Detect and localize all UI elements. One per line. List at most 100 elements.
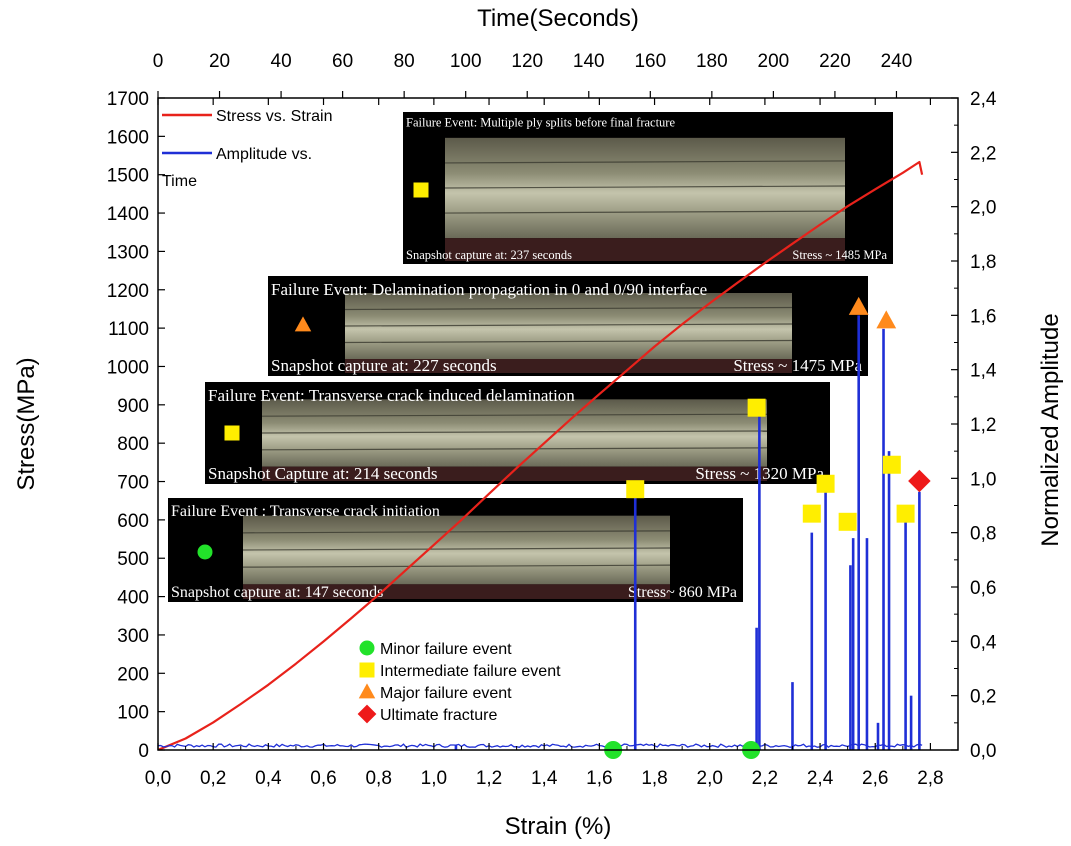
- legend-intermediate-marker: [359, 662, 375, 678]
- amplitude-curve-layer: [158, 315, 923, 750]
- x-top-tick-label: 160: [634, 51, 666, 72]
- x-bottom-tick-label: 0,6: [310, 768, 336, 789]
- y-right-tick-label: 2,2: [970, 143, 996, 164]
- x-top-tick-label: 80: [394, 51, 415, 72]
- y-left-tick-label: 1500: [107, 166, 149, 187]
- x-top-tick-label: 240: [881, 51, 913, 72]
- y-left-tick-label: 1100: [108, 319, 149, 340]
- specimen-shadow: [243, 584, 670, 599]
- snapshot-capture-text: Snapshot capture at: 147 seconds: [171, 584, 383, 601]
- y-right-tick-label: 0,2: [970, 687, 996, 708]
- x-top-tick-label: 180: [696, 51, 728, 72]
- snapshot-event-marker: [294, 316, 312, 332]
- legend-minor-marker: [359, 640, 375, 656]
- x-axis-bottom-title: Strain (%): [505, 813, 612, 840]
- y-right-tick-label: 0,8: [970, 524, 996, 545]
- y-left-tick-label: 500: [117, 549, 149, 570]
- stress-strain-line: [158, 160, 924, 750]
- specimen-shadow: [345, 359, 792, 373]
- y-right-tick-label: 2,0: [970, 198, 996, 219]
- marker-legend: Minor failure event Intermediate failure …: [357, 640, 561, 724]
- major-failure-marker: [848, 296, 869, 315]
- y-axis-right: 0,0 0,2 0,4 0,6 0,8 1,0 1,2 1,4 1,6 1,8 2,0 2,2 2,4: [951, 89, 997, 762]
- intermediate-failure-marker: [896, 504, 915, 523]
- snapshot-title: Failure Event: Delamination propagation …: [271, 280, 707, 299]
- x-top-tick-label: 200: [758, 51, 790, 72]
- x-bottom-tick-label: 2,2: [752, 768, 778, 789]
- y-right-tick-label: 2,4: [970, 89, 997, 110]
- x-bottom-tick-label: 0,4: [255, 768, 282, 789]
- snapshot-images: Failure Event: Multiple ply splits befor…: [168, 112, 893, 602]
- major-failure-marker: [876, 310, 897, 329]
- y-left-tick-label: 600: [117, 511, 149, 532]
- x-bottom-tick-label: 1,8: [641, 768, 667, 789]
- legend-amplitude-label-line2: Time: [162, 173, 197, 190]
- y-left-tick-label: 700: [117, 473, 149, 494]
- ply-boundary: [344, 339, 793, 344]
- x-top-tick-label: 60: [332, 51, 353, 72]
- y-left-tick-label: 100: [117, 703, 149, 724]
- x-bottom-tick-label: 1,2: [476, 768, 502, 789]
- x-bottom-tick-label: 2,0: [697, 768, 723, 789]
- snapshot-event-marker: [224, 425, 240, 441]
- intermediate-failure-marker: [747, 398, 766, 417]
- snapshot-4: Failure Event : Transverse crack initiat…: [168, 498, 743, 602]
- x-bottom-tick-label: 2,4: [807, 768, 834, 789]
- ply-boundary: [242, 547, 671, 551]
- intermediate-failure-marker: [626, 480, 645, 499]
- x-bottom-tick-label: 0,8: [365, 768, 391, 789]
- specimen-shadow: [445, 238, 845, 261]
- x-axis-bottom: 0,0 0,2 0,4 0,6 0,8 1,0 1,2 1,4 1,6 1,8 2,0 2,2 2,4 2…: [145, 98, 944, 789]
- legend-intermediate-label: Intermediate failure event: [380, 663, 561, 680]
- snapshot-2: Failure Event: Delamination propagation …: [268, 276, 868, 376]
- y-right-tick-label: 1,2: [970, 415, 996, 436]
- y-axis-left-title: Stress(MPa): [13, 357, 40, 490]
- y-left-tick-label: 1000: [107, 357, 149, 378]
- y-right-tick-label: 1,8: [970, 252, 996, 273]
- x-top-tick-label: 20: [209, 51, 230, 72]
- ply-boundary: [261, 447, 768, 451]
- ply-boundary: [242, 530, 671, 534]
- y-left-tick-label: 900: [117, 396, 149, 417]
- y-left-tick-label: 200: [117, 664, 149, 685]
- y-right-tick-label: 1,0: [970, 469, 996, 490]
- intermediate-failure-marker: [882, 455, 901, 474]
- y-right-tick-label: 0,6: [970, 578, 996, 599]
- x-top-tick-label: 140: [573, 51, 605, 72]
- x-bottom-tick-label: 1,4: [531, 768, 558, 789]
- legend-major-marker: [358, 683, 376, 699]
- x-bottom-tick-label: 0,2: [200, 768, 226, 789]
- specimen-shadow: [262, 466, 767, 481]
- snapshot-stress-text: Stress ~ 1485 MPa: [792, 248, 887, 262]
- y-left-tick-label: 1700: [107, 89, 149, 110]
- snapshot-stress-text: Stress~ 860 MPa: [628, 584, 737, 601]
- x-axis-top: 0 20 40 60 80 100 120 140 160 180 200 220 240: [153, 51, 913, 98]
- ply-boundary: [344, 306, 793, 311]
- legend-stress-label: Stress vs. Strain: [216, 108, 332, 125]
- legend-amplitude-label: Amplitude vs.: [216, 146, 312, 163]
- snapshot-1: Failure Event: Multiple ply splits befor…: [403, 112, 893, 264]
- intermediate-failure-marker: [802, 504, 821, 523]
- x-bottom-tick-label: 2,6: [862, 768, 888, 789]
- x-top-tick-label: 120: [511, 51, 543, 72]
- x-top-tick-label: 0: [153, 51, 164, 72]
- y-left-tick-label: 0: [138, 741, 149, 762]
- x-top-tick-label: 100: [450, 51, 482, 72]
- ply-boundary: [444, 210, 846, 214]
- ply-boundary: [261, 430, 768, 434]
- y-right-tick-label: 0,0: [970, 741, 996, 762]
- snapshot-capture-text: Snapshot capture at: 227 seconds: [271, 356, 497, 375]
- x-bottom-tick-label: 0,0: [145, 768, 171, 789]
- intermediate-failure-marker: [816, 474, 835, 493]
- snapshot-event-marker: [413, 182, 429, 198]
- stress-curve-layer: [158, 160, 924, 750]
- ply-boundary: [261, 413, 768, 417]
- y-right-tick-label: 0,4: [970, 632, 997, 653]
- snapshot-stress-text: Stress ~ 1475 MPa: [733, 356, 862, 375]
- snapshot-title: Failure Event: Transverse crack induced …: [208, 386, 575, 405]
- y-left-tick-label: 1400: [107, 204, 149, 225]
- legend-ultimate-marker: [357, 704, 377, 724]
- amplitude-baseline: [158, 743, 923, 749]
- x-bottom-tick-label: 1,0: [421, 768, 447, 789]
- x-axis-top-title: Time(Seconds): [477, 5, 639, 32]
